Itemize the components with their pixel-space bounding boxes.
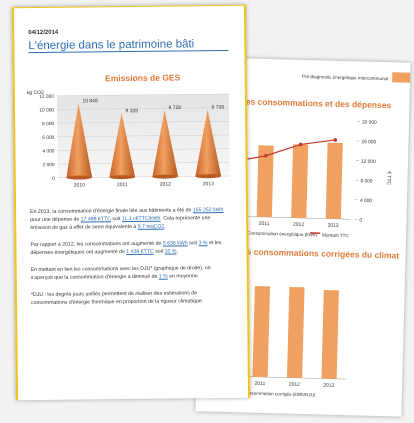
y2-tick-label: 4 000 bbox=[360, 198, 372, 204]
highlight: 1 % bbox=[159, 274, 168, 280]
value-label: 9 728 bbox=[211, 105, 224, 111]
x-tick-label: 2011 bbox=[259, 221, 270, 227]
chart-title: Emissions de GES bbox=[105, 72, 181, 83]
x-tick-label: 2012 bbox=[289, 382, 300, 388]
y2-tick-label: 8 000 bbox=[360, 178, 372, 184]
x-tick-label: 2012 bbox=[160, 182, 171, 188]
paragraph: En mettant en lien les consommations ave… bbox=[31, 264, 233, 282]
legend-label: Montant TTC bbox=[322, 232, 350, 238]
text: . bbox=[176, 249, 178, 255]
text: soit bbox=[188, 240, 199, 246]
y-tick-label: 4 000 bbox=[42, 148, 54, 154]
value-label: 9 728 bbox=[168, 105, 181, 111]
highlight: 3 % bbox=[199, 240, 208, 246]
highlight: 1 438 €TTC bbox=[126, 249, 153, 255]
front-page: 04/12/2014 L'énergie dans le patrimoine … bbox=[12, 5, 250, 400]
legend-swatch bbox=[310, 232, 320, 234]
highlight: 155 252 kWh bbox=[193, 207, 224, 213]
paragraph: *DJU : les degrés jours unifiés permette… bbox=[31, 289, 233, 307]
text: en moyenne. bbox=[168, 273, 199, 279]
x-tick-label: 2013 bbox=[203, 181, 214, 187]
photo: Pré-diagnostic énergétique intercommunal… bbox=[0, 0, 414, 423]
y-tick-label: 8 000 bbox=[42, 121, 54, 127]
text: soit bbox=[154, 249, 165, 255]
bar bbox=[326, 143, 343, 219]
y-tick-label: 12 000 bbox=[39, 94, 54, 100]
legend-label: Consommation corrigée (kWh/DJU) bbox=[243, 390, 316, 397]
text: Par rapport à 2012, les consommations on… bbox=[30, 241, 162, 248]
x-tick-label: 2013 bbox=[327, 223, 338, 229]
page-title: L'énergie dans le patrimoine bâti bbox=[28, 38, 228, 53]
y-tick-label: 2 000 bbox=[43, 162, 55, 168]
y2-tick-label: 16 000 bbox=[361, 139, 376, 145]
paragraphs: En 2013, la consommation d'énergie final… bbox=[30, 206, 233, 316]
date: 04/12/2014 bbox=[28, 30, 58, 36]
bar bbox=[291, 144, 308, 218]
legend-label: Consommation énergétique (kWh) bbox=[247, 231, 318, 238]
paragraph: En 2013, la consommation d'énergie final… bbox=[30, 206, 232, 232]
y-tick-label: 6 000 bbox=[42, 135, 54, 141]
y2-tick-label: 12 000 bbox=[361, 159, 376, 165]
value-label: 9 328 bbox=[126, 108, 139, 114]
x-tick-label: 2013 bbox=[323, 383, 334, 389]
y2-tick-label: 20 000 bbox=[362, 120, 377, 126]
text: soit bbox=[111, 216, 122, 222]
y-tick-label: 10 000 bbox=[39, 107, 54, 113]
value-label: 10 848 bbox=[82, 98, 98, 104]
text: . bbox=[164, 224, 166, 230]
y2-tick-label: 0 bbox=[359, 217, 362, 223]
text: *DJU : les degrés jours unifiés permette… bbox=[31, 290, 203, 306]
y-tick-label: 0 bbox=[52, 176, 55, 182]
bar bbox=[252, 286, 270, 377]
text: pour une dépense de bbox=[30, 217, 81, 224]
highlight: 9,7 teqCO2 bbox=[138, 224, 165, 230]
text: En 2013, la consommation d'énergie final… bbox=[30, 207, 193, 215]
y2-axis-label: € TTC bbox=[385, 171, 391, 185]
header: Pré-diagnostic énergétique intercommunal bbox=[302, 74, 388, 81]
x-tick-label: 2011 bbox=[117, 182, 128, 188]
marker bbox=[333, 138, 337, 142]
highlight: 17 488 €TTC bbox=[81, 216, 111, 222]
highlight: 11,1 c€TTC/kWh bbox=[122, 216, 161, 222]
highlight: 10 % bbox=[165, 249, 177, 255]
paragraph: Par rapport à 2012, les consommations on… bbox=[30, 239, 232, 257]
bar bbox=[287, 287, 305, 378]
x-tick-label: 2011 bbox=[254, 381, 265, 387]
bar bbox=[321, 290, 338, 379]
x-tick-label: 2010 bbox=[74, 182, 85, 188]
highlight: 5 636 kWh bbox=[163, 240, 188, 246]
header-tab bbox=[392, 72, 410, 82]
x-tick-label: 2012 bbox=[293, 222, 304, 228]
